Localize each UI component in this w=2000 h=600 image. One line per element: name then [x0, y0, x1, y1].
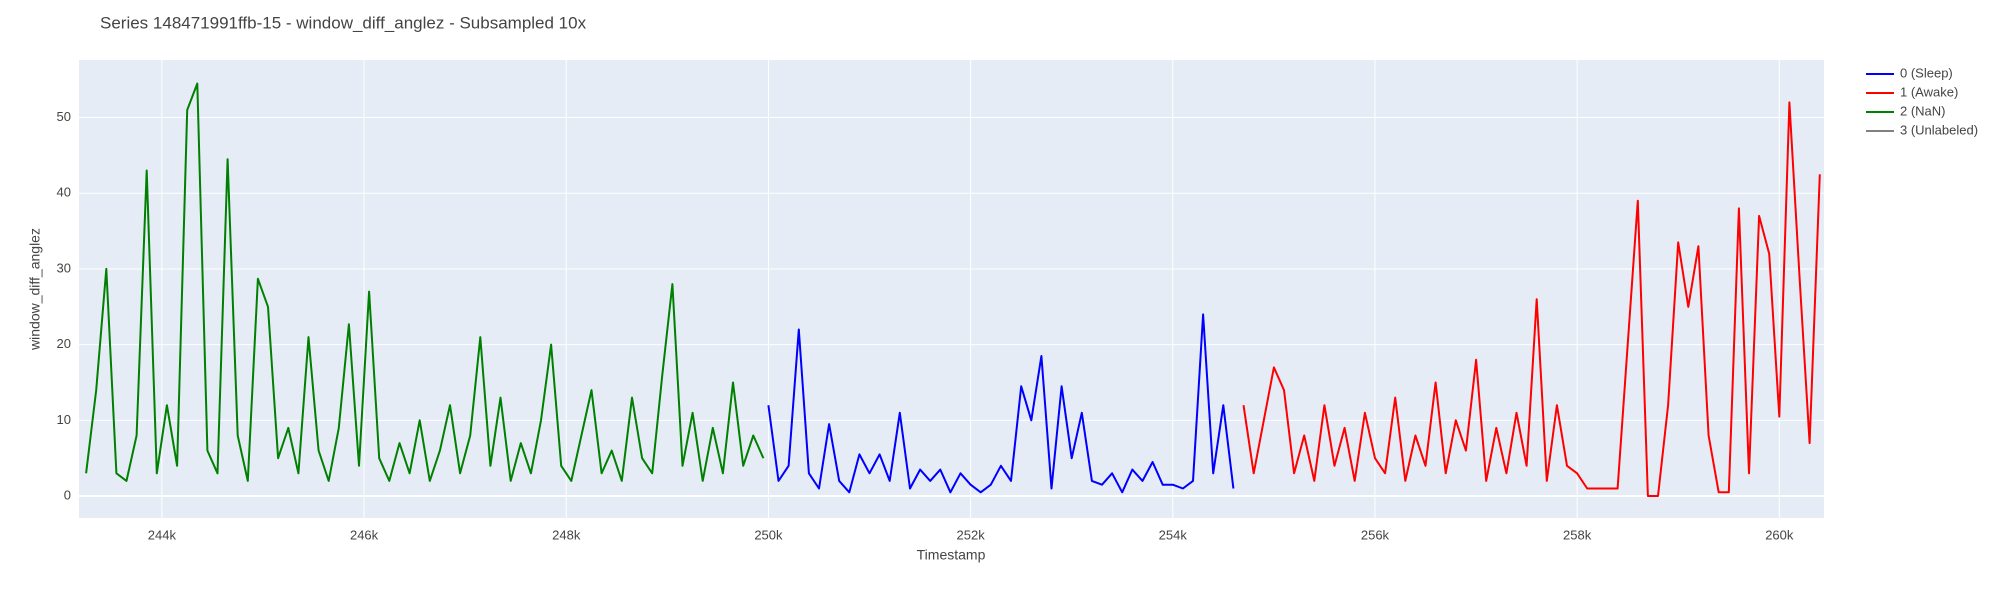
x-tick-label: 244k	[148, 527, 177, 542]
y-tick-label: 50	[57, 109, 71, 124]
x-tick-label: 250k	[754, 527, 783, 542]
legend-label: 2 (NaN)	[1900, 103, 1946, 118]
x-tick-label: 256k	[1361, 527, 1390, 542]
series-line	[1242, 101, 1821, 497]
series-line	[767, 313, 1235, 494]
legend-label: 1 (Awake)	[1900, 84, 1958, 99]
plot-area	[79, 60, 1824, 518]
x-tick-label: 248k	[552, 527, 581, 542]
y-tick-label: 30	[57, 260, 71, 275]
y-tick-label: 40	[57, 185, 71, 200]
x-tick-label: 246k	[350, 527, 379, 542]
y-tick-label: 10	[57, 412, 71, 427]
series-line	[85, 82, 765, 482]
x-tick-label: 252k	[957, 527, 986, 542]
y-axis-title: window_diff_anglez	[27, 228, 43, 351]
legend-label: 0 (Sleep)	[1900, 65, 1953, 80]
x-axis-title: Timestamp	[917, 547, 986, 563]
x-tick-label: 260k	[1765, 527, 1794, 542]
chart-title: Series 148471991ffb-15 - window_diff_ang…	[100, 13, 587, 32]
x-tick-label: 254k	[1159, 527, 1188, 542]
plot-lines	[85, 82, 1821, 497]
legend-label: 3 (Unlabeled)	[1900, 122, 1978, 137]
y-tick-label: 20	[57, 336, 71, 351]
y-tick-label: 0	[64, 487, 71, 502]
x-tick-label: 258k	[1563, 527, 1592, 542]
